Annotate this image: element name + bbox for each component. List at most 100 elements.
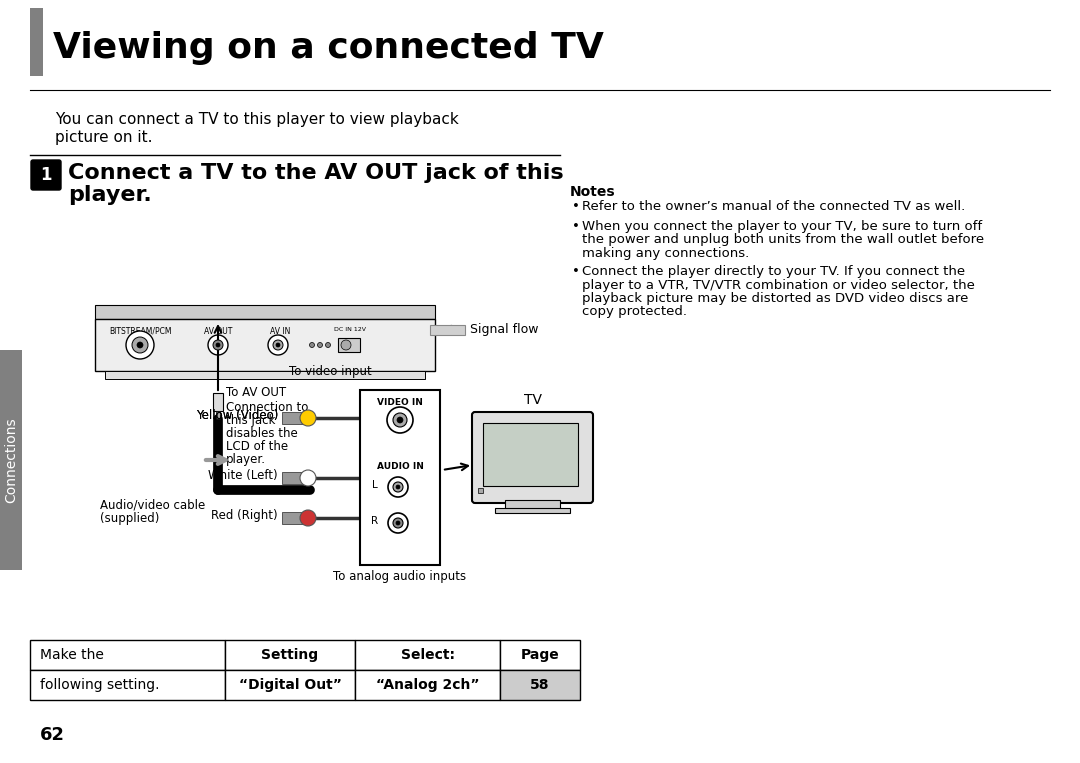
Text: To video input: To video input <box>288 365 372 378</box>
Circle shape <box>393 413 407 427</box>
Bar <box>282 472 308 484</box>
Text: Refer to the owner’s manual of the connected TV as well.: Refer to the owner’s manual of the conne… <box>582 200 966 213</box>
Text: When you connect the player to your TV, be sure to turn off: When you connect the player to your TV, … <box>582 220 982 233</box>
Text: Connect the player directly to your TV. If you connect the: Connect the player directly to your TV. … <box>582 265 966 278</box>
Text: •: • <box>572 200 580 213</box>
Text: Yellow (Video): Yellow (Video) <box>195 410 278 423</box>
Text: To analog audio inputs: To analog audio inputs <box>334 570 467 583</box>
Text: Connect a TV to the AV OUT jack of this: Connect a TV to the AV OUT jack of this <box>68 163 564 183</box>
Bar <box>216 411 220 419</box>
Bar <box>0 350 22 570</box>
Text: LCD of the: LCD of the <box>226 440 288 453</box>
Bar <box>360 390 440 565</box>
Text: player.: player. <box>68 185 152 205</box>
Bar <box>483 423 578 486</box>
Text: To AV OUT: To AV OUT <box>226 386 286 399</box>
Text: Viewing on a connected TV: Viewing on a connected TV <box>53 31 604 65</box>
Circle shape <box>387 407 413 433</box>
Circle shape <box>213 340 222 350</box>
Circle shape <box>388 477 408 497</box>
Bar <box>338 338 360 352</box>
Text: DC IN 12V: DC IN 12V <box>334 327 366 332</box>
Bar <box>430 325 465 335</box>
Text: Audio/video cable: Audio/video cable <box>100 498 205 511</box>
Bar <box>30 670 225 700</box>
Bar <box>95 305 435 319</box>
Text: Make the: Make the <box>40 648 104 662</box>
Text: picture on it.: picture on it. <box>55 130 152 145</box>
Circle shape <box>341 340 351 350</box>
Bar <box>225 670 355 700</box>
Text: Connection to: Connection to <box>226 401 309 414</box>
Bar <box>282 512 308 524</box>
Circle shape <box>300 470 316 486</box>
Circle shape <box>216 343 220 347</box>
Text: playback picture may be distorted as DVD video discs are: playback picture may be distorted as DVD… <box>582 292 969 305</box>
Circle shape <box>137 342 143 348</box>
Bar <box>495 508 570 513</box>
Circle shape <box>393 518 403 528</box>
Text: R: R <box>372 516 379 526</box>
Bar <box>355 670 500 700</box>
Text: 58: 58 <box>530 678 550 692</box>
Text: L: L <box>373 480 378 490</box>
Text: “Digital Out”: “Digital Out” <box>239 678 341 692</box>
Text: •: • <box>572 265 580 278</box>
Bar <box>225 640 355 670</box>
Text: AUDIO IN: AUDIO IN <box>377 462 423 471</box>
Circle shape <box>273 340 283 350</box>
Text: following setting.: following setting. <box>40 678 160 692</box>
Bar <box>30 640 225 670</box>
Circle shape <box>132 337 148 353</box>
Circle shape <box>318 343 323 347</box>
Text: AV OUT: AV OUT <box>204 327 232 336</box>
Circle shape <box>325 343 330 347</box>
Text: the power and unplug both units from the wall outlet before: the power and unplug both units from the… <box>582 233 984 246</box>
Text: BITSTREAM/PCM: BITSTREAM/PCM <box>109 327 172 336</box>
Text: (supplied): (supplied) <box>100 512 160 525</box>
Text: this jack: this jack <box>226 414 275 427</box>
Text: Signal flow: Signal flow <box>470 324 539 336</box>
Bar <box>355 640 500 670</box>
Text: “Analog 2ch”: “Analog 2ch” <box>376 678 480 692</box>
Circle shape <box>300 410 316 426</box>
Text: making any connections.: making any connections. <box>582 247 750 260</box>
Text: 1: 1 <box>40 166 52 184</box>
Bar <box>500 640 580 670</box>
Text: Red (Right): Red (Right) <box>212 510 278 523</box>
Text: Select:: Select: <box>401 648 455 662</box>
Text: player.: player. <box>226 453 266 466</box>
Circle shape <box>396 485 400 489</box>
Text: Setting: Setting <box>261 648 319 662</box>
Text: You can connect a TV to this player to view playback: You can connect a TV to this player to v… <box>55 112 459 127</box>
Circle shape <box>388 513 408 533</box>
Circle shape <box>393 482 403 492</box>
Text: 62: 62 <box>40 726 65 744</box>
Circle shape <box>300 510 316 526</box>
Text: •: • <box>572 220 580 233</box>
Bar <box>282 412 308 424</box>
FancyBboxPatch shape <box>31 160 60 190</box>
Text: AV IN: AV IN <box>270 327 291 336</box>
Circle shape <box>126 331 154 359</box>
Text: player to a VTR, TV/VTR combination or video selector, the: player to a VTR, TV/VTR combination or v… <box>582 278 975 291</box>
Circle shape <box>268 335 288 355</box>
Bar <box>105 371 426 379</box>
Circle shape <box>276 343 280 347</box>
Bar <box>213 393 222 411</box>
Circle shape <box>208 335 228 355</box>
Bar <box>478 488 483 493</box>
Circle shape <box>310 343 314 347</box>
Text: Page: Page <box>521 648 559 662</box>
Text: Notes: Notes <box>570 185 616 199</box>
Bar <box>30 8 43 76</box>
Bar <box>95 319 435 371</box>
Text: TV: TV <box>524 393 541 407</box>
Bar <box>505 500 561 510</box>
Text: copy protected.: copy protected. <box>582 305 687 318</box>
Text: White (Left): White (Left) <box>208 469 278 482</box>
Circle shape <box>396 521 400 525</box>
Text: VIDEO IN: VIDEO IN <box>377 398 423 407</box>
FancyBboxPatch shape <box>472 412 593 503</box>
Circle shape <box>397 417 403 423</box>
